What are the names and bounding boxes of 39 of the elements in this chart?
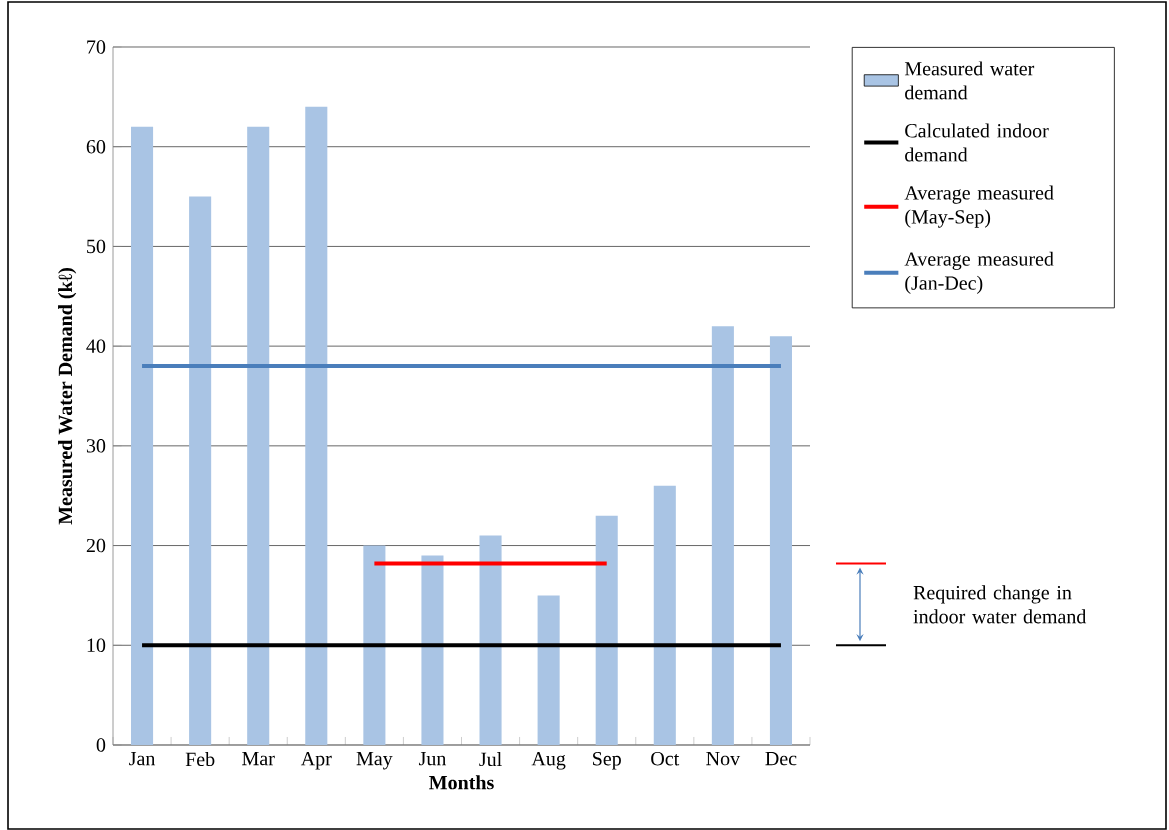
y-tick-label: 70: [87, 40, 106, 54]
x-tick-label: Jul: [479, 752, 502, 767]
bar: [769, 336, 792, 745]
bar: [421, 555, 444, 745]
y-tick-label: 60: [86, 139, 106, 154]
x-tick-label: Jun: [418, 752, 447, 766]
bar: [653, 485, 676, 745]
legend-label: Average measured (May-Sep): [904, 185, 1054, 228]
x-tick-label: May: [356, 752, 393, 770]
bar: [711, 326, 734, 745]
legend-label: Calculated indoor demand: [905, 123, 1049, 162]
x-tick-label: Dec: [765, 752, 797, 766]
x-tick-label: Apr: [300, 752, 332, 770]
legend-label: Average measured (Jan-Dec): [904, 251, 1054, 294]
y-tick-label: 40: [86, 339, 106, 353]
bar: [363, 545, 386, 745]
bar: [247, 126, 270, 745]
bar: [305, 106, 328, 745]
bar: [537, 595, 560, 745]
text: Required change in indoor water demand: [913, 585, 1087, 624]
bar: [131, 126, 154, 745]
y-tick-label: 0: [96, 738, 106, 752]
y-tick-label: 50: [87, 239, 106, 254]
x-tick-label: Aug: [531, 752, 566, 770]
y-tick-label: 30: [86, 439, 106, 453]
x-tick-label: Oct: [651, 752, 680, 766]
bar: [595, 515, 618, 745]
x-axis-title: Months: [429, 775, 494, 790]
y-tick-label: 10: [87, 638, 106, 653]
x-tick-label: Jan: [129, 752, 156, 766]
bar: [479, 535, 502, 745]
x-tick-label: Mar: [242, 752, 275, 766]
legend-label: Measured water demand: [904, 61, 1035, 100]
x-tick-label: Nov: [706, 752, 741, 766]
bar: [189, 196, 212, 745]
x-tick-label: Feb: [185, 752, 215, 767]
x-tick-label: Sep: [593, 752, 621, 770]
y-axis-title: Measured Water Demand (kℓ): [58, 268, 77, 525]
y-tick-label: 20: [86, 538, 106, 553]
